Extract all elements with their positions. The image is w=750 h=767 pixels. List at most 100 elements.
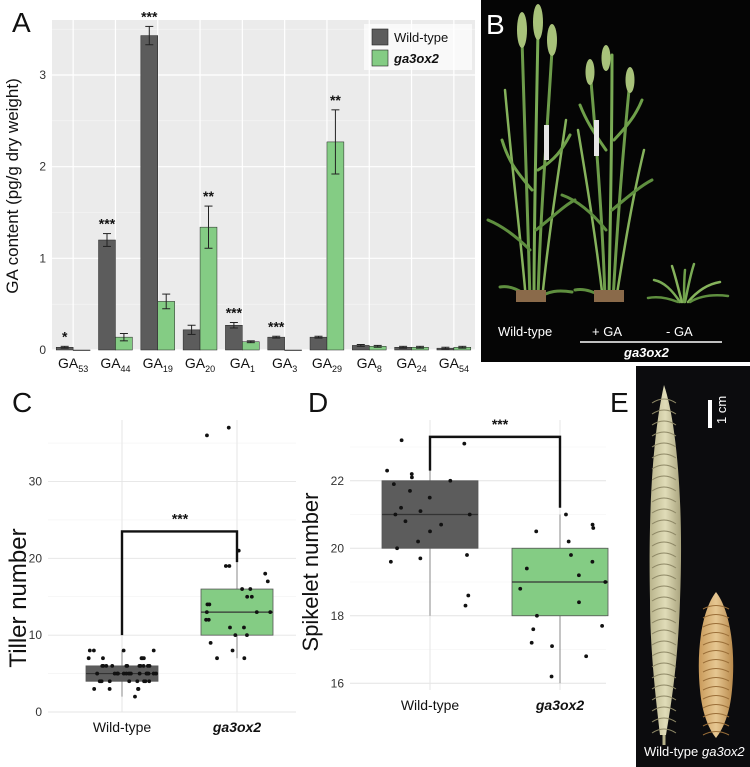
scale-bar-label: 1 cm [714,396,729,424]
panel-e-photo: E 1 cm Wild-type ga3ox2 [610,366,750,767]
significance-label: *** [141,8,158,24]
data-point [204,610,209,615]
ga-treated-pot [594,290,624,302]
data-point [418,509,423,514]
y-tick-label: 20 [331,541,345,555]
bar-wild-type [309,336,328,351]
data-point [145,671,150,676]
significance-label: *** [492,416,509,432]
photo-label-wild-type: Wild-type [498,324,552,339]
spikelet-line [651,607,677,613]
y-tick-label: 30 [29,474,43,488]
spikelet-line [702,686,730,691]
data-point [391,482,396,487]
spikelet-line [702,605,730,610]
significance-label: ** [203,188,214,204]
data-point [410,475,414,480]
data-point [133,694,137,699]
data-point [463,603,468,608]
bars [55,35,472,351]
spikelet-line [702,704,730,709]
spikelet-line [651,442,677,448]
data-point [100,663,105,668]
significance-label: *** [226,305,243,321]
data-point [136,687,140,691]
bar-wild-type [225,325,243,351]
data-point [403,519,408,524]
data-point [143,679,148,684]
y-tick-label: 18 [331,609,345,623]
data-point [428,529,432,534]
spikelet-line [702,677,730,682]
data-point [248,587,253,591]
x-category-label: GA29 [312,355,342,374]
data-point [135,679,140,684]
spikelet-line [702,614,730,619]
data-point [569,553,573,557]
bar-wild-type [140,35,159,351]
spikelet-line [702,659,730,664]
spikelet-line [702,722,730,727]
spikelet-line [651,629,677,635]
data-point [531,627,536,632]
legend-label-ga3ox2: ga3ox2 [393,51,440,66]
jitter-points [385,438,608,679]
data-point [385,468,390,473]
wild-type-spikes [517,4,557,56]
y-tick-labels: 0 10 20 30 [29,474,43,719]
x-category-label: Wild-type [401,697,460,713]
data-point [107,679,112,684]
spikelet-line [651,519,677,525]
panel-letter-a: A [12,7,31,38]
data-point [245,633,249,638]
spikelet-line [651,706,677,712]
data-point [92,687,97,691]
data-point [223,564,228,568]
spikelet-line [651,486,677,492]
x-category-label: GA44 [100,355,130,374]
spikelet-line [651,728,677,734]
data-point [215,656,219,661]
data-point [590,522,595,527]
data-point [137,663,142,668]
bar-wild-type [98,239,116,351]
spikelet-line [651,563,677,569]
spikelet-line [651,640,677,646]
significance-label: * [62,328,68,344]
y-tick-label: 2 [39,160,46,174]
spikelet-line [651,508,677,514]
y-tick-labels: 0 1 2 3 [39,68,46,357]
spikelet-line [702,623,730,628]
spikelet-line [651,530,677,536]
data-point [112,671,117,676]
photo-label-plus-ga: + GA [592,324,622,339]
y-axis-title: GA content (pg/g dry weight) [3,78,22,293]
legend-label-wild-type: Wild-type [394,30,448,45]
data-point [603,580,608,584]
data-point [125,663,130,668]
y-tick-label: 1 [39,251,46,265]
spikelet-line [651,420,677,426]
spikelet-line [651,585,677,591]
panel-letter-d: D [308,387,328,418]
bar-ga3ox2 [72,349,91,351]
x-category-label: GA54 [439,355,469,374]
x-category-label: GA53 [58,355,88,374]
x-category-label: GA24 [396,355,426,374]
data-point [518,586,523,591]
data-point [87,648,92,653]
data-point [577,600,581,605]
photo-label-wild-type: Wild-type [644,744,698,759]
data-point [576,573,581,578]
data-point [550,644,554,649]
spikelet-line [651,684,677,690]
x-category-label: ga3ox2 [212,719,261,735]
significance-label: ** [330,92,341,108]
x-category-label: GA19 [143,355,173,374]
x-category-labels: Wild-type ga3ox2 [93,719,262,735]
data-point [268,610,273,615]
data-point [249,594,254,599]
y-tick-label: 0 [35,705,42,719]
data-point [242,625,246,630]
data-point [399,438,404,443]
